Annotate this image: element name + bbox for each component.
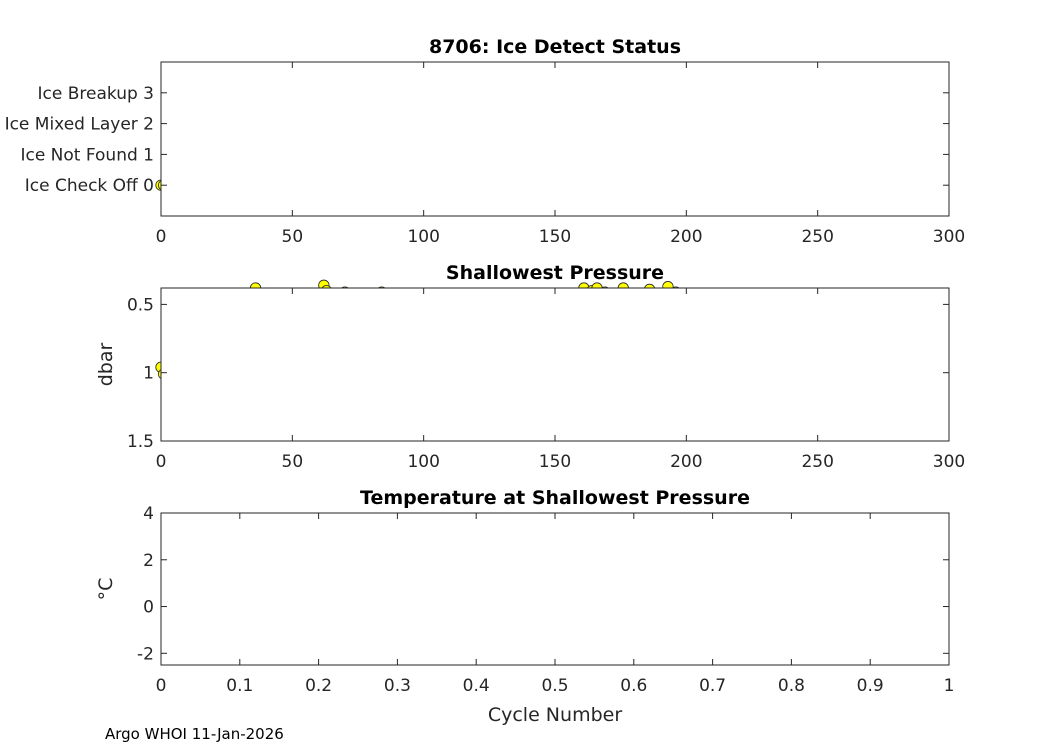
- temperature-at-shallowest-pressure-x-tick-label: 0.6: [620, 676, 647, 696]
- temperature-at-shallowest-pressure-frame: [160, 512, 950, 666]
- ice-detect-status-title: 8706: Ice Detect Status: [429, 36, 681, 58]
- ice-detect-status-x-tick-label: 300: [933, 227, 965, 247]
- ice-detect-status-y-tick-label: Ice Not Found 1: [20, 145, 154, 165]
- shallowest-pressure-y-axis-label: dbar: [95, 343, 117, 387]
- temperature-at-shallowest-pressure-x-tick-label: 0: [156, 676, 167, 696]
- ice-detect-status-axes: 0 50 100 150 200 250 300 Ice Check Off 0 Ice Not…: [5, 36, 966, 247]
- shallowest-pressure-x-tick-label: 50: [282, 452, 304, 472]
- shallowest-pressure-y-tick-label: 1: [143, 364, 154, 384]
- ice-detect-status-x-tick-label: 50: [282, 227, 304, 247]
- shallowest-pressure-x-tick-label: 250: [801, 452, 833, 472]
- ice-detect-status-x-tick-label: 150: [539, 227, 571, 247]
- temperature-at-shallowest-pressure-y-tick-label: 0: [143, 598, 154, 618]
- shallowest-pressure-title: Shallowest Pressure: [446, 262, 664, 284]
- shallowest-pressure-y-tick-label: 1.5: [127, 432, 154, 452]
- ice-detect-status-x-tick-label: 100: [407, 227, 439, 247]
- temperature-at-shallowest-pressure-x-tick-label: 0.9: [857, 676, 884, 696]
- temperature-at-shallowest-pressure-y-tick-label: 4: [143, 504, 154, 524]
- ice-detect-status-frame: [160, 61, 950, 217]
- temperature-at-shallowest-pressure-x-tick-label: 0.1: [226, 676, 253, 696]
- temperature-at-shallowest-pressure-x-tick-label: 0.4: [463, 676, 490, 696]
- temperature-at-shallowest-pressure-title: Temperature at Shallowest Pressure: [360, 487, 750, 509]
- ice-detect-status-x-tick-label: 0: [156, 227, 167, 247]
- shallowest-pressure-y-tick-label: 0.5: [127, 295, 154, 315]
- temperature-at-shallowest-pressure-y-tick-label: 2: [143, 551, 154, 571]
- temperature-at-shallowest-pressure-x-tick-label: 0.2: [305, 676, 332, 696]
- temperature-axes: 0 0.1 0.2 0.3 0.4 0.5 0.6 0.7 0.8 0.9 1-2024Temper…: [95, 487, 954, 726]
- temperature-at-shallowest-pressure-x-tick-label: 0.7: [699, 676, 726, 696]
- temperature-at-shallowest-pressure-x-tick-label: 0.3: [384, 676, 411, 696]
- shallowest-pressure-axes: 0 50 100 150 200 250 300 0.5 1 1.5 Shallowest Pres…: [95, 262, 965, 472]
- ice-detect-status-x-tick-label: 250: [801, 227, 833, 247]
- ice-detect-status-y-tick-label: Ice Check Off 0: [25, 176, 154, 196]
- shallowest-pressure-x-tick-label: 200: [670, 452, 702, 472]
- temperature-at-shallowest-pressure-y-axis-label: °C: [95, 578, 117, 601]
- temperature-at-shallowest-pressure-x-axis-label: Cycle Number: [488, 704, 622, 726]
- shallowest-pressure-x-tick-label: 300: [933, 452, 965, 472]
- shallowest-pressure-x-tick-label: 150: [539, 452, 571, 472]
- ice-detect-status-x-tick-label: 200: [670, 227, 702, 247]
- temperature-at-shallowest-pressure-x-tick-label: 0.5: [541, 676, 568, 696]
- ice-detect-status-y-tick-label: Ice Breakup 3: [38, 84, 155, 104]
- shallowest-pressure-x-tick-label: 0: [156, 452, 167, 472]
- ice-detect-status-y-tick-label: Ice Mixed Layer 2: [5, 115, 154, 135]
- temperature-at-shallowest-pressure-x-tick-label: 1: [944, 676, 955, 696]
- shallowest-pressure-x-tick-label: 100: [407, 452, 439, 472]
- temperature-at-shallowest-pressure-y-tick-label: -2: [137, 644, 154, 664]
- shallowest-pressure-frame: [160, 287, 950, 442]
- temperature-at-shallowest-pressure-x-tick-label: 0.8: [778, 676, 805, 696]
- footer-credit: Argo WHOI 11-Jan-2026: [105, 725, 284, 743]
